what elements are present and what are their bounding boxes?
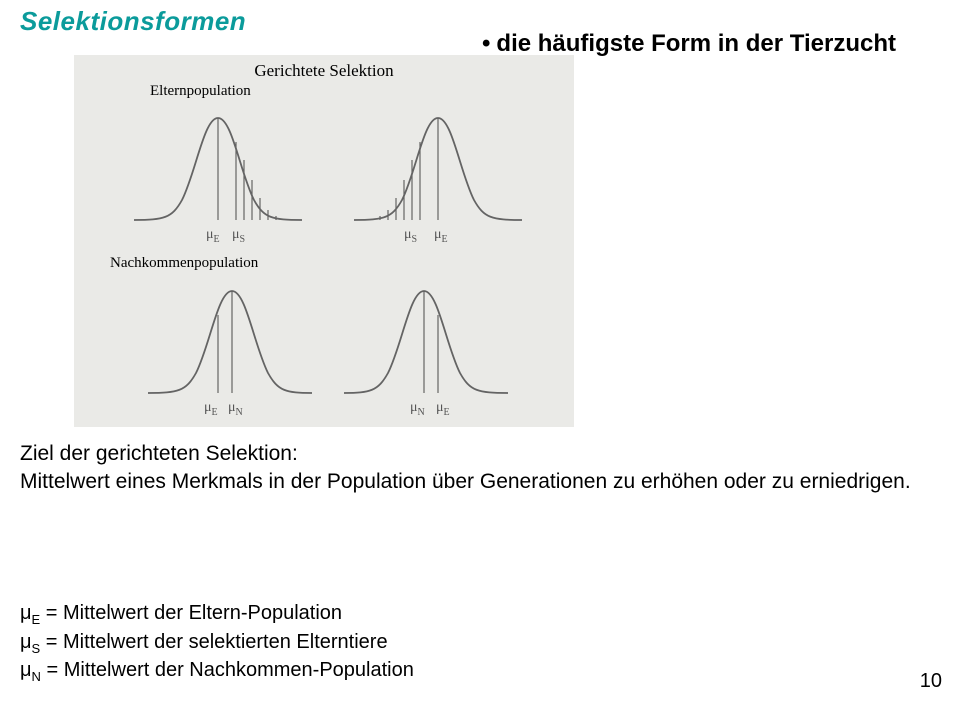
mu-def-n: μN = Mittelwert der Nachkommen-Populatio… <box>20 657 414 686</box>
bullet-text: die häufigste Form in der Tierzucht <box>496 30 896 57</box>
goal-heading: Ziel der gerichteten Selektion: <box>20 440 911 468</box>
page-title: Selektionsformen <box>20 6 246 37</box>
goal-block: Ziel der gerichteten Selektion: Mittelwe… <box>20 440 911 497</box>
mu-def-e: μE = Mittelwert der Eltern-Population <box>20 600 414 629</box>
figure-caption: Gerichtete Selektion <box>74 61 574 81</box>
svg-text:μE: μE <box>434 227 448 245</box>
figure: Gerichtete Selektion Elternpopulation Na… <box>74 55 574 427</box>
svg-text:μE: μE <box>436 400 450 418</box>
svg-text:μE: μE <box>206 227 220 245</box>
mu-definitions: μE = Mittelwert der Eltern-Population μS… <box>20 600 414 686</box>
panel-offspring-left: μE μN <box>124 273 314 423</box>
page: Selektionsformen •die häufigste Form in … <box>0 0 960 707</box>
figure-sub-parent: Elternpopulation <box>150 83 251 100</box>
panel-parent-left: μE μS <box>124 100 314 250</box>
mu-def-s: μS = Mittelwert der selektierten Elternt… <box>20 629 414 658</box>
bullet-dot: • <box>482 30 490 57</box>
panel-offspring-right: μN μE <box>344 273 534 423</box>
panel-parent-right: μS μE <box>344 100 534 250</box>
goal-body: Mittelwert eines Merkmals in der Populat… <box>20 468 911 496</box>
svg-text:μS: μS <box>232 227 245 245</box>
svg-text:μN: μN <box>410 400 425 418</box>
svg-text:μS: μS <box>404 227 417 245</box>
svg-text:μE: μE <box>204 400 218 418</box>
figure-sub-offspring: Nachkommenpopulation <box>110 255 258 272</box>
bullet-line: •die häufigste Form in der Tierzucht <box>482 30 896 58</box>
svg-text:μN: μN <box>228 400 243 418</box>
page-number: 10 <box>920 670 942 693</box>
